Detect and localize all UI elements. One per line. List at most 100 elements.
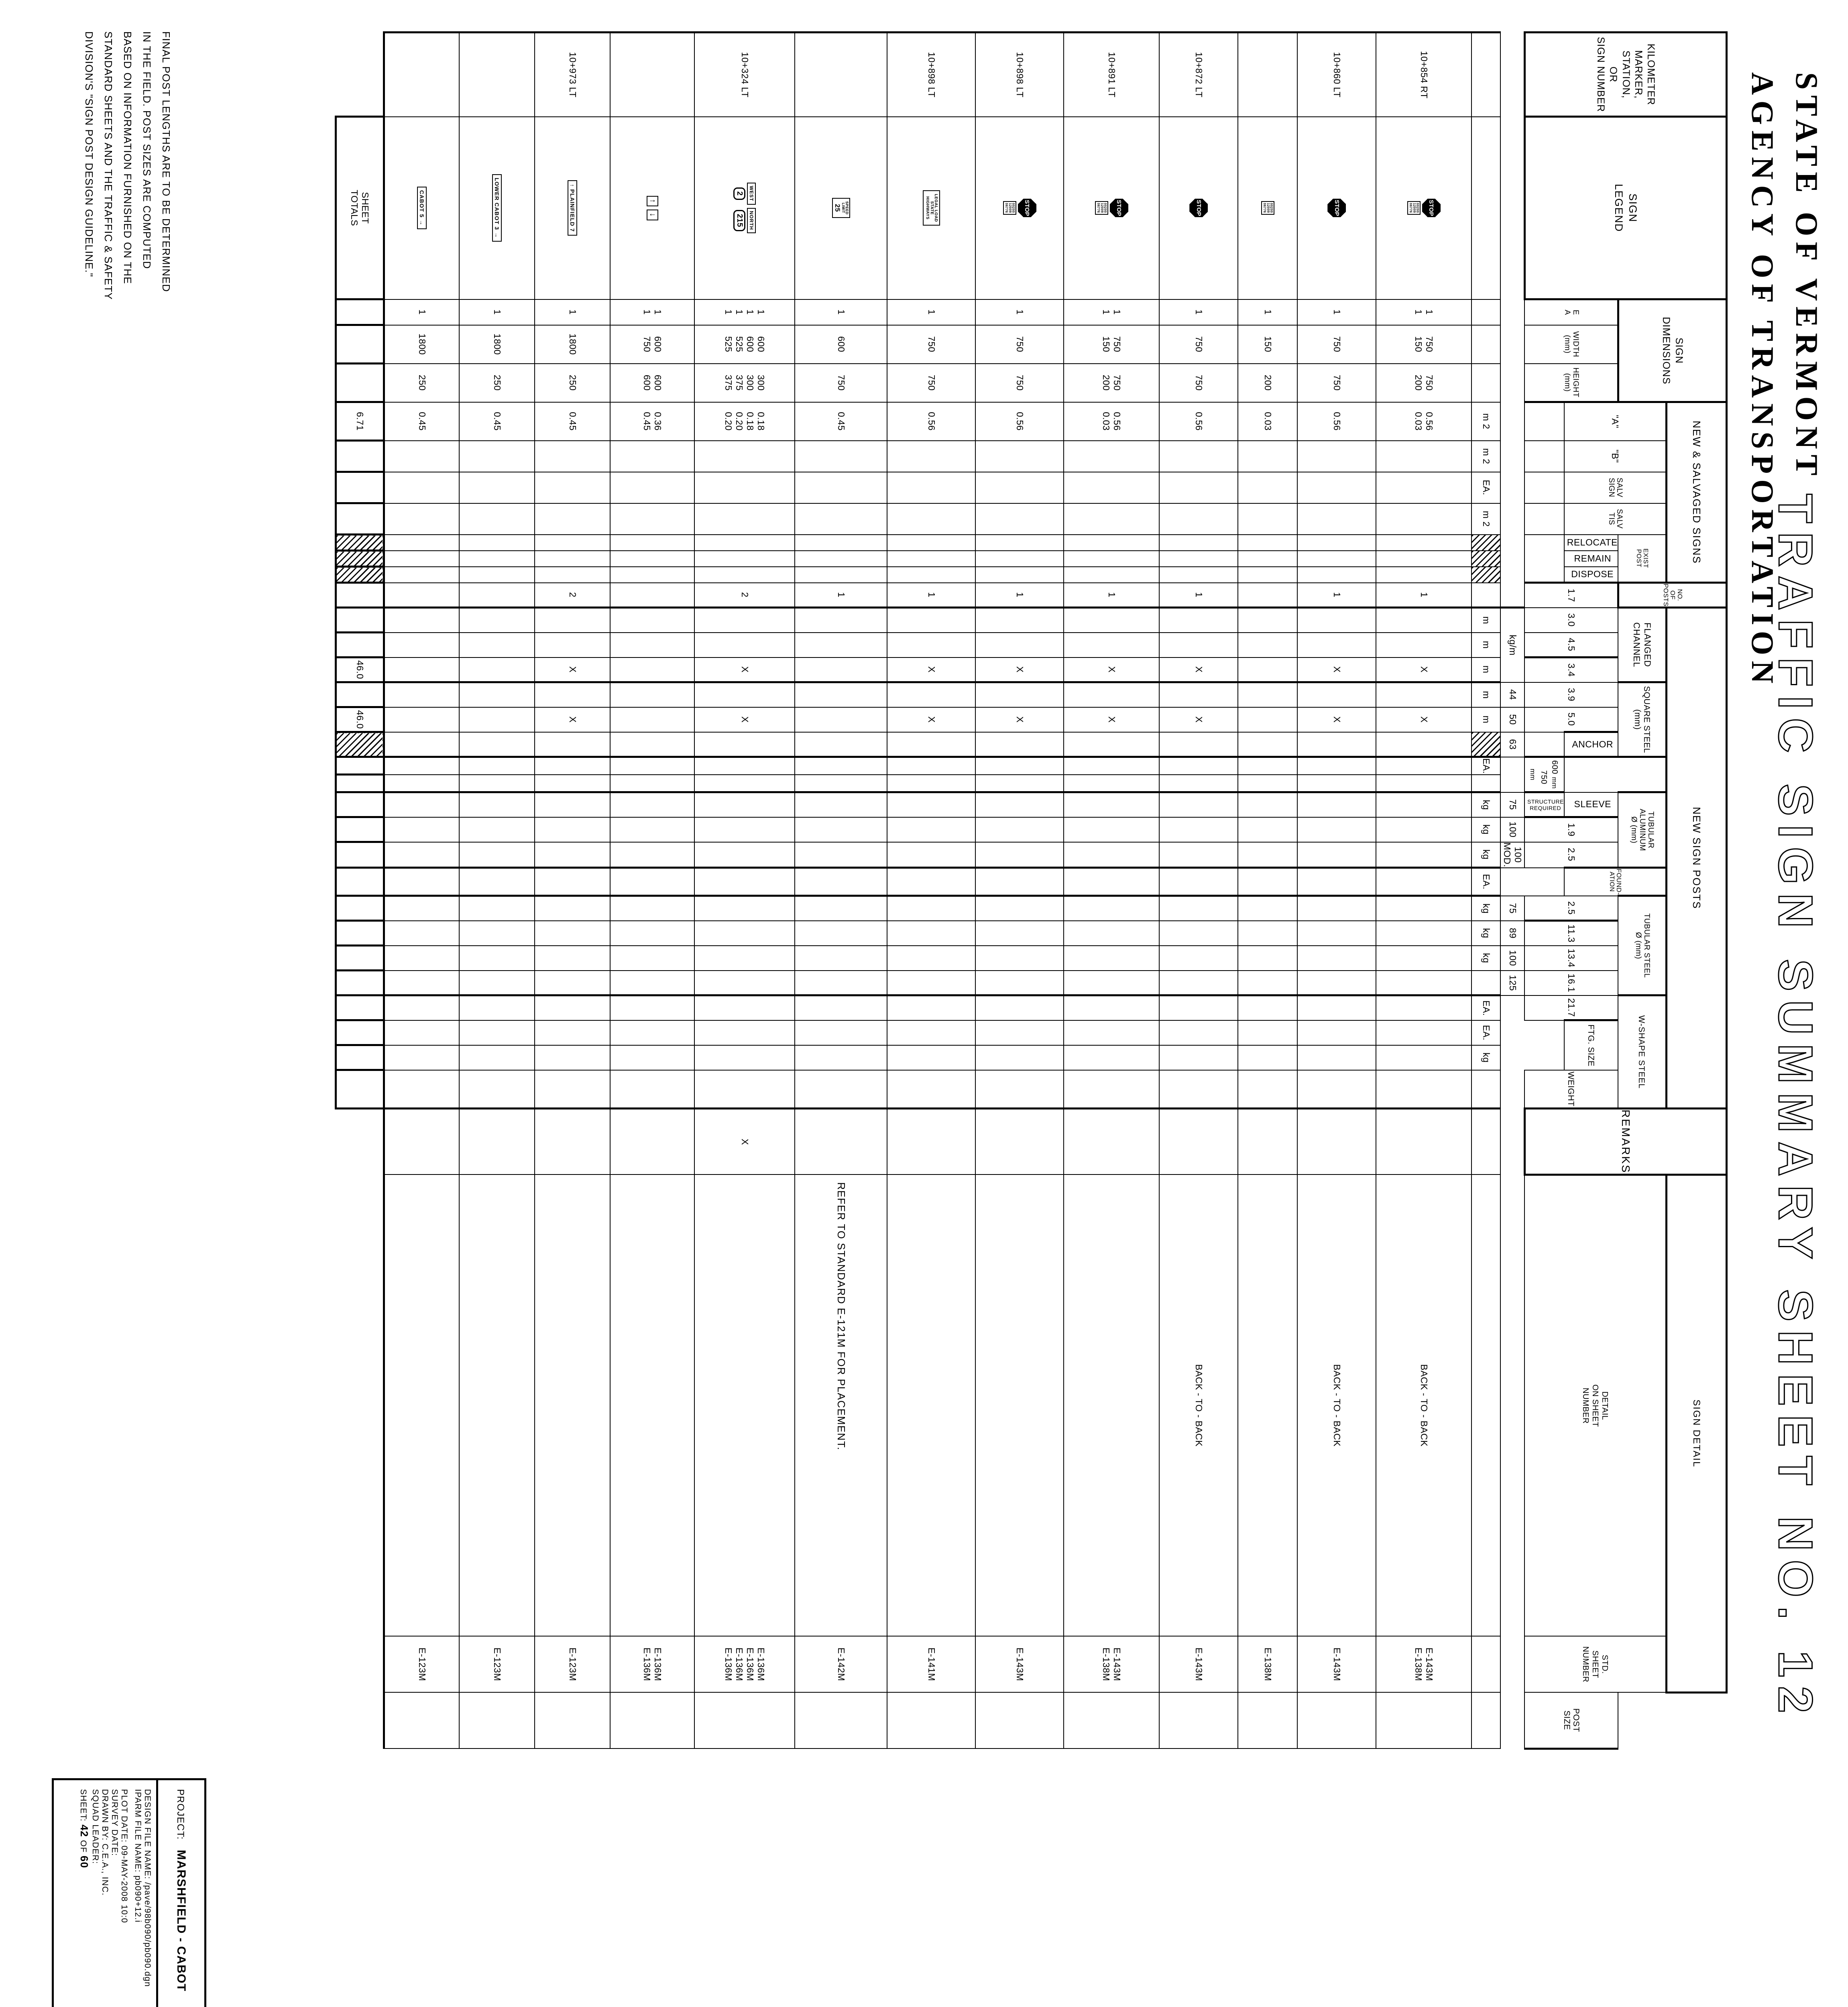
unit-ta-3: kg — [1471, 842, 1501, 868]
cell-std-sheet — [1064, 1692, 1160, 1749]
cell-ss-39 — [1238, 707, 1298, 732]
col-header-posts-unit — [1524, 732, 1565, 757]
totals-spacer — [336, 33, 384, 117]
cell-ta-25a — [535, 817, 611, 842]
sign-graphic-destination: CABOT 5 → — [417, 117, 427, 299]
cell-fc-30 — [535, 632, 611, 657]
note-line-2: IN THE FIELD. POST SIZES ARE COMPUTED — [141, 31, 153, 269]
destination-sign-lower-cabot: LOWER CABOT 3 → — [492, 174, 502, 242]
cell-ts-217 — [1238, 970, 1298, 995]
table-row[interactable]: SPEED LIMIT 25 1 600 750 0.45 1 — [795, 32, 887, 1749]
cell-salv-tis — [1159, 503, 1238, 535]
cell-ta-19 — [459, 792, 535, 817]
table-row[interactable]: 10+973 LT ↑ PLAINFIELD 7 1 1800 250 0.45 — [535, 32, 611, 1749]
cell-ts-134 — [535, 920, 611, 946]
cell-remarks — [694, 1174, 795, 1637]
cell-fc-45 — [795, 657, 887, 682]
cell-post-size — [1159, 1070, 1238, 1109]
table-row[interactable]: 10+898 LT LEGAL LOAD STATE HIGHWAYS 1 75… — [887, 32, 976, 1749]
cell-fc-30 — [384, 632, 460, 657]
speed-limit-sign-icon: SPEED LIMIT 25 — [832, 198, 851, 218]
cell-ta-25b — [975, 842, 1064, 868]
table-row[interactable]: LOWER CABOT 3 → 1 1800 250 0.45 — [459, 32, 535, 1749]
cell-salv-tis — [1238, 503, 1298, 535]
table-row[interactable]: 10+872 LT STOP 1 750 750 0.56 1 X X — [1159, 32, 1238, 1749]
cell-ts-217 — [887, 970, 976, 995]
cell-ftg-750 — [610, 1020, 695, 1045]
cell-remarks — [975, 1174, 1064, 1637]
cell-ta-19 — [694, 792, 795, 817]
cell-foundation — [975, 867, 1064, 896]
cell-weight — [1238, 1045, 1298, 1070]
sheet-totals-label: SHEET TOTALS — [336, 116, 384, 299]
cell-fc-45: X — [1297, 657, 1376, 682]
ta-weight-3: 2.5 — [1524, 896, 1618, 921]
totals-remain — [336, 550, 384, 567]
cell-dispose — [795, 566, 887, 583]
cell-fc-45 — [384, 657, 460, 682]
cell-ta-25a — [459, 817, 535, 842]
cell-ta-25b — [1376, 842, 1472, 868]
cell-ss-39: X — [975, 707, 1064, 732]
cell-ea: 1 — [535, 299, 611, 325]
totals-posts — [336, 582, 384, 608]
cell-sleeve — [694, 774, 795, 792]
unit-a: m 2 — [1471, 402, 1501, 441]
cell-ts-161 — [975, 945, 1064, 971]
cell-ts-161 — [1159, 945, 1238, 971]
cell-remarks: REFER TO STANDARD E-121M FOR PLACEMENT. — [795, 1174, 887, 1637]
cell-station: 10+891 LT — [1064, 32, 1160, 117]
cell-ts-134 — [975, 920, 1064, 946]
iparm-value: pb090+12.i — [133, 1875, 142, 1923]
col-header-weight: WEIGHT — [1524, 1070, 1618, 1109]
table-row[interactable]: 10+898 LT STOP 00200 12009 06776 1 750 7… — [975, 32, 1064, 1749]
cell-posts: 1 — [795, 582, 887, 608]
cell-station: 10+898 LT — [887, 32, 976, 117]
arrow-down-icon: ↓ — [646, 210, 658, 220]
cell-post-size — [694, 1070, 795, 1109]
ss-size-1: 44 — [1500, 682, 1525, 707]
cell-salv-tis — [975, 503, 1064, 535]
cell-salv-sign — [535, 472, 611, 503]
cell-ss-34 — [535, 682, 611, 707]
table-row[interactable]: 10+860 LT STOP 1 750 750 0.56 1 X X — [1297, 32, 1376, 1749]
table-row[interactable]: CABOT 5 → 1 1800 250 0.45 — [384, 32, 460, 1749]
cell-anchor — [1238, 757, 1298, 775]
table-row[interactable]: 00200 12009 06776 1 150 200 0.03 — [1238, 32, 1298, 1749]
cell-ts-113 — [694, 896, 795, 921]
cell-salv-tis — [887, 503, 976, 535]
cell-weight — [975, 1045, 1064, 1070]
cell-height: 750 — [795, 363, 887, 402]
col-header-dispose: DISPOSE — [1564, 566, 1618, 583]
cell-height: 600 600 — [610, 363, 695, 402]
cell-ta-25b — [535, 842, 611, 868]
cell-ts-113 — [1297, 896, 1376, 921]
drawn-by-value: C.E.A., INC. — [100, 1843, 110, 1896]
ta-weight-2: 2.5 — [1524, 842, 1618, 868]
cell-detail-sheet: E-138M — [1238, 1636, 1298, 1693]
cell-relocate — [1297, 534, 1376, 551]
col-header-a-unit — [1524, 402, 1565, 441]
cell-height: 250 — [535, 363, 611, 402]
cell-ts-217 — [1064, 970, 1160, 995]
cell-post-size — [459, 1070, 535, 1109]
cell-ts-161 — [459, 945, 535, 971]
destination-sign-cabot: CABOT 5 → — [417, 186, 427, 230]
cell-posts: 1 — [1297, 582, 1376, 608]
cell-ta-25a — [1159, 817, 1238, 842]
cell-structure-required: X — [694, 1108, 795, 1175]
cell-fc-17 — [1376, 607, 1472, 633]
cell-structure-required — [459, 1108, 535, 1175]
cell-ss-39 — [795, 707, 887, 732]
title-block-table: PROJECT: MARSHFIELD - CABOT PROJECT NO.:… — [52, 1778, 206, 2007]
cell-ts-217 — [535, 970, 611, 995]
col-header-anchor-sleeve — [1564, 757, 1667, 792]
cell-fc-17 — [975, 607, 1064, 633]
cell-ss-50 — [795, 732, 887, 757]
